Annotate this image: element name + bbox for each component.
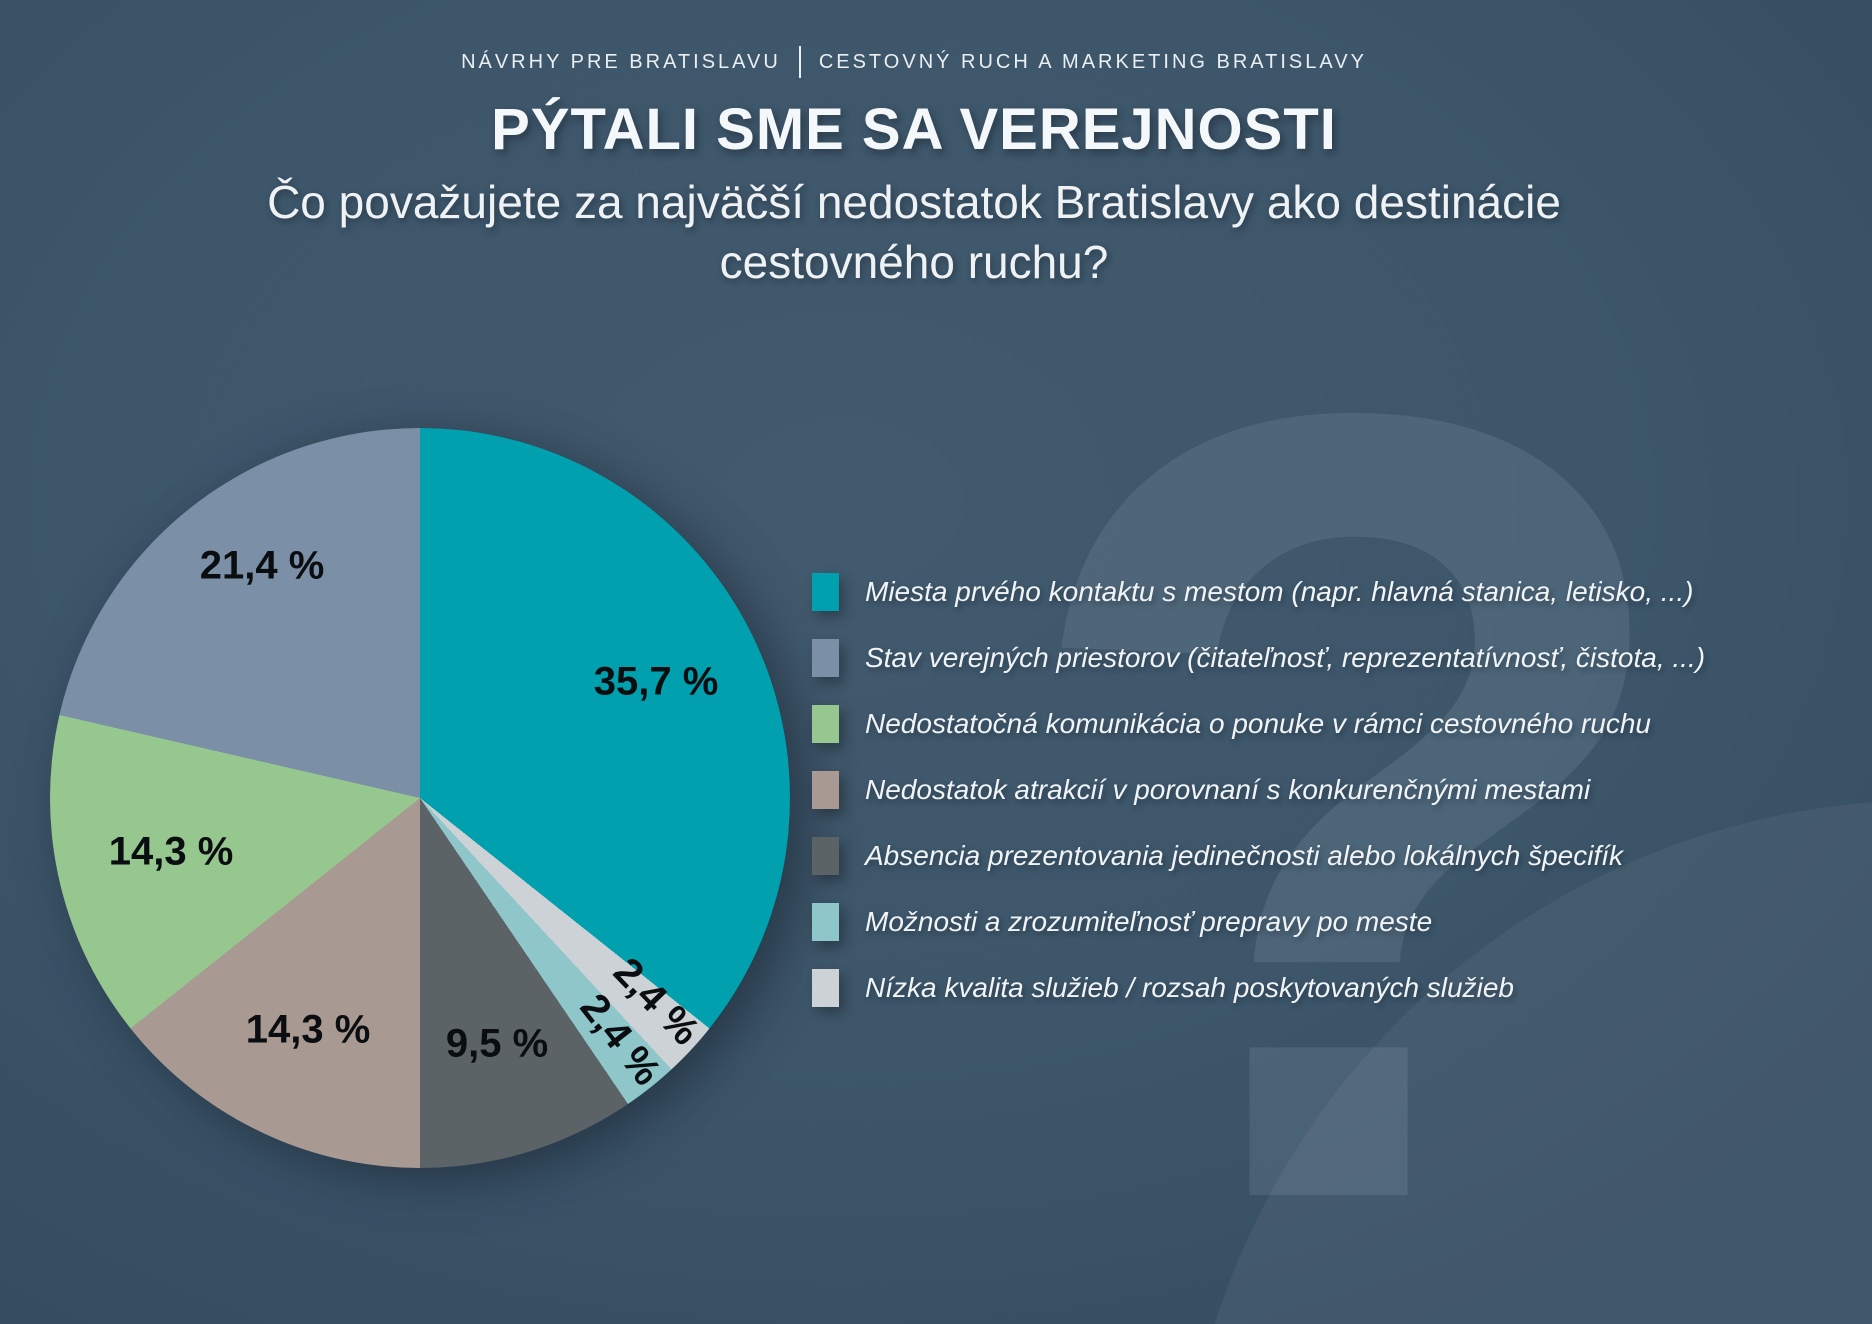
legend-item: Miesta prvého kontaktu s mestom (napr. h… — [812, 559, 1705, 625]
header-block: NÁVRHY PRE BRATISLAVU CESTOVNÝ RUCH A MA… — [0, 0, 1828, 293]
legend-item: Nedostatok atrakcií v porovnaní s konkur… — [812, 757, 1705, 823]
legend-swatch — [812, 771, 839, 809]
legend-swatch — [812, 903, 839, 941]
legend-label: Miesta prvého kontaktu s mestom (napr. h… — [865, 576, 1694, 607]
legend-item: Možnosti a zrozumiteľnosť prepravy po me… — [812, 889, 1705, 955]
chart-legend: Miesta prvého kontaktu s mestom (napr. h… — [812, 559, 1705, 1021]
subtitle-line-2: cestovného ruchu? — [719, 235, 1109, 288]
kicker-line: NÁVRHY PRE BRATISLAVU CESTOVNÝ RUCH A MA… — [0, 46, 1828, 78]
legend-item: Nízka kvalita služieb / rozsah poskytova… — [812, 955, 1705, 1021]
page-subtitle: Čo považujete za najväčší nedostatok Bra… — [0, 173, 1828, 293]
page-title: PÝTALI SME SA VEREJNOSTI — [491, 97, 1337, 162]
legend-swatch — [812, 705, 839, 743]
legend-swatch — [812, 639, 839, 677]
legend-item: Nedostatočná komunikácia o ponuke v rámc… — [812, 691, 1705, 757]
legend-item: Stav verejných priestorov (čitateľnosť, … — [812, 625, 1705, 691]
legend-label: Absencia prezentovania jedinečnosti aleb… — [865, 840, 1624, 871]
kicker-left-text: NÁVRHY PRE BRATISLAVU — [461, 50, 781, 73]
legend-label: Nedostatok atrakcií v porovnaní s konkur… — [865, 774, 1591, 805]
legend-label: Možnosti a zrozumiteľnosť prepravy po me… — [865, 906, 1433, 937]
legend-item: Absencia prezentovania jedinečnosti aleb… — [812, 823, 1705, 889]
kicker-right-text: CESTOVNÝ RUCH A MARKETING BRATISLAVY — [818, 50, 1367, 73]
legend-swatch — [812, 573, 839, 611]
legend-label: Nízka kvalita služieb / rozsah poskytova… — [865, 972, 1514, 1003]
legend-swatch — [812, 969, 839, 1007]
subtitle-line-1: Čo považujete za najväčší nedostatok Bra… — [267, 176, 1561, 228]
legend-swatch — [812, 837, 839, 875]
question-mark-watermark: ? — [1010, 182, 1695, 1324]
kicker-separator — [798, 46, 801, 78]
pie-chart — [50, 428, 790, 1168]
legend-label: Nedostatočná komunikácia o ponuke v rámc… — [865, 708, 1651, 739]
legend-label: Stav verejných priestorov (čitateľnosť, … — [865, 642, 1706, 673]
